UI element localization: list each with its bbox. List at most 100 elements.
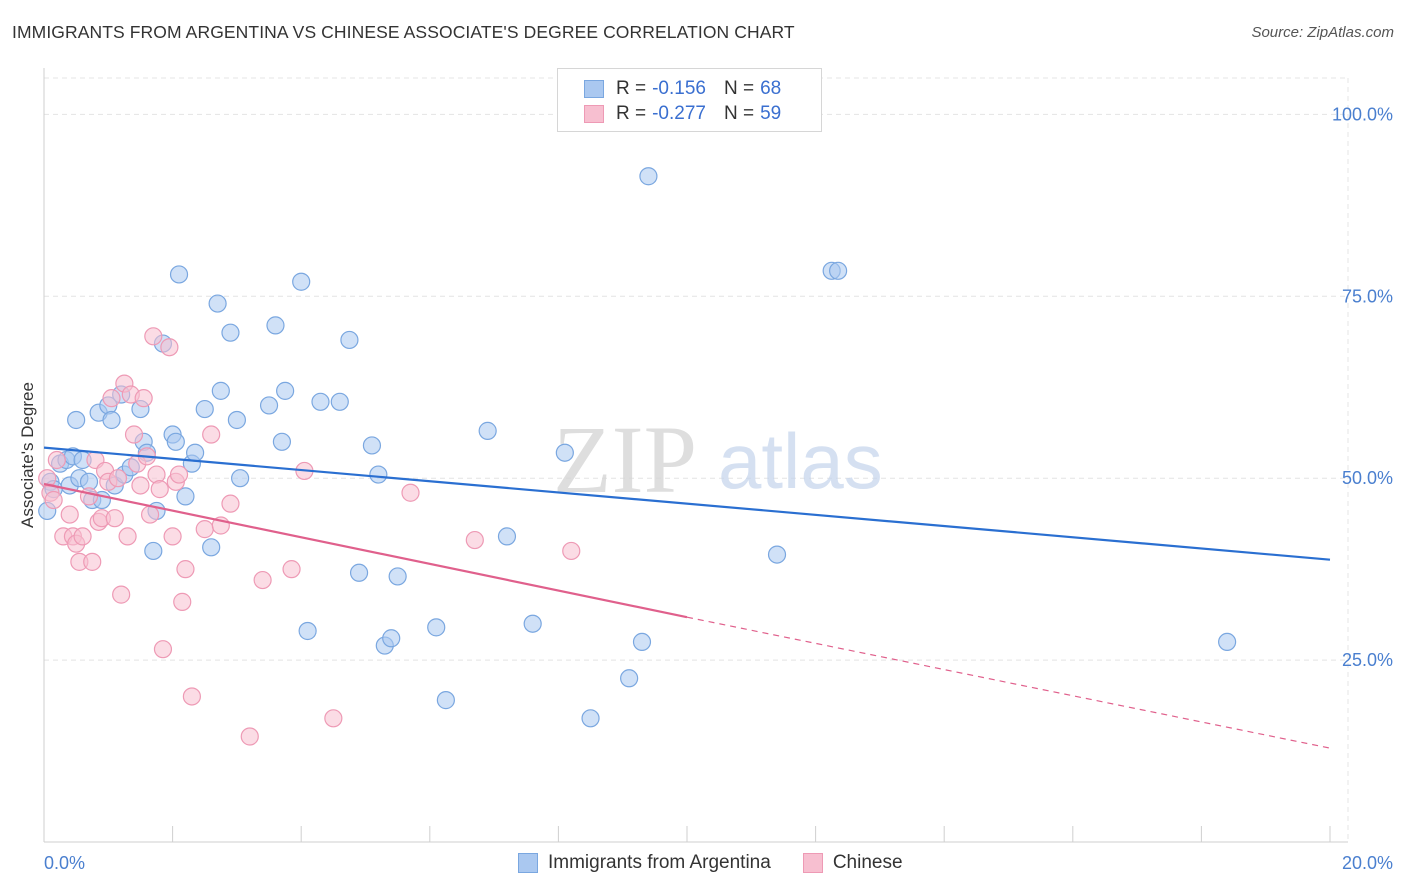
x-tick-label: 0.0%	[44, 853, 85, 873]
point-argentina	[427, 618, 446, 637]
point-chinese	[124, 425, 144, 444]
watermark-atlas: atlas	[718, 417, 883, 505]
point-chinese	[134, 389, 153, 408]
legend-item-argentina: Immigrants from Argentina	[518, 852, 771, 874]
point-argentina	[276, 381, 295, 400]
y-tick-label: 50.0%	[1342, 468, 1393, 488]
point-argentina	[221, 323, 240, 342]
point-chinese	[324, 709, 343, 728]
legend-r-value: -0.277	[652, 103, 706, 124]
point-argentina	[211, 381, 230, 400]
point-argentina	[272, 432, 292, 451]
point-argentina	[523, 614, 542, 633]
chart-title: IMMIGRANTS FROM ARGENTINA VS CHINESE ASS…	[12, 22, 795, 42]
point-argentina	[298, 621, 317, 641]
watermark-zip: ZIP	[553, 406, 697, 513]
point-argentina	[176, 487, 195, 506]
point-argentina	[292, 272, 311, 291]
point-argentina	[311, 392, 330, 411]
legend-label-argentina: Immigrants from Argentina	[548, 852, 771, 873]
point-chinese	[160, 338, 179, 357]
point-chinese	[253, 570, 272, 590]
chart-source: Source: ZipAtlas.com	[1251, 24, 1394, 41]
point-argentina	[340, 330, 359, 350]
point-argentina	[369, 465, 388, 484]
point-chinese	[182, 687, 201, 706]
point-argentina	[169, 265, 189, 284]
legend-swatch-chinese	[584, 105, 604, 123]
point-chinese	[73, 527, 92, 546]
y-tick-label: 75.0%	[1342, 286, 1393, 306]
point-argentina	[231, 469, 250, 488]
point-chinese	[150, 480, 169, 499]
point-chinese	[112, 585, 131, 604]
point-argentina	[186, 443, 205, 462]
legend-row-argentina: R = -0.156 N = 68	[584, 77, 781, 101]
point-chinese	[83, 552, 102, 571]
point-chinese	[140, 505, 160, 524]
point-argentina	[829, 261, 848, 280]
point-chinese	[44, 490, 63, 510]
point-argentina	[166, 432, 185, 451]
tick-labels: 25.0% 50.0% 75.0% 100.0% 0.0% 20.0%	[44, 104, 1393, 873]
point-chinese	[465, 530, 484, 550]
point-chinese	[118, 527, 137, 546]
point-argentina	[620, 669, 639, 688]
legend-n-label: N =	[723, 103, 755, 124]
point-argentina	[202, 538, 221, 557]
legend-row-chinese: R = -0.277 N = 59	[584, 102, 781, 126]
legend-r-label: R =	[616, 103, 647, 124]
legend-item-chinese: Chinese	[802, 852, 903, 874]
point-argentina	[382, 629, 401, 648]
point-argentina	[555, 443, 574, 462]
stats-legend: R = -0.156 N = 68 R = -0.277 N = 59	[557, 68, 822, 132]
point-chinese	[105, 509, 124, 528]
point-argentina	[349, 563, 369, 582]
point-argentina	[639, 167, 658, 186]
y-tick-label: 100.0%	[1332, 104, 1393, 124]
point-argentina	[767, 545, 787, 564]
trendline-argentina	[43, 446, 1331, 561]
point-chinese	[60, 505, 79, 524]
point-chinese	[195, 520, 214, 539]
x-tick-label: 20.0%	[1342, 853, 1393, 873]
legend-label-chinese: Chinese	[832, 852, 903, 873]
legend-swatch-argentina	[584, 80, 604, 98]
series-legend: Immigrants from Argentina Chinese	[518, 852, 935, 874]
point-argentina	[632, 632, 652, 652]
point-chinese	[153, 640, 173, 659]
point-chinese	[102, 389, 121, 408]
legend-swatch-chinese	[802, 853, 823, 873]
legend-swatch-argentina	[518, 853, 538, 873]
point-argentina	[67, 410, 86, 430]
point-argentina	[478, 421, 497, 440]
data-points	[38, 167, 1237, 746]
point-argentina	[266, 316, 285, 335]
point-chinese	[173, 592, 192, 611]
point-argentina	[208, 294, 227, 313]
point-chinese	[176, 560, 195, 579]
legend-n-label: N =	[723, 78, 755, 99]
point-chinese	[169, 465, 189, 484]
point-argentina	[1218, 632, 1237, 652]
point-chinese	[202, 425, 221, 444]
point-argentina	[388, 567, 407, 586]
point-chinese	[562, 541, 581, 561]
legend-n-value: 68	[760, 78, 782, 99]
y-tick-label: 25.0%	[1342, 650, 1393, 670]
point-chinese	[282, 560, 301, 579]
point-chinese	[240, 727, 259, 746]
point-chinese	[108, 469, 128, 488]
point-chinese	[79, 487, 99, 506]
legend-r-value: -0.156	[652, 78, 706, 99]
point-argentina	[195, 399, 214, 419]
point-chinese	[163, 527, 182, 546]
point-chinese	[131, 476, 150, 495]
point-argentina	[227, 410, 246, 430]
point-chinese	[401, 483, 420, 502]
legend-n-value: 59	[760, 103, 782, 124]
point-argentina	[497, 527, 517, 546]
trendline-chinese	[43, 482, 688, 619]
point-argentina	[581, 709, 600, 728]
